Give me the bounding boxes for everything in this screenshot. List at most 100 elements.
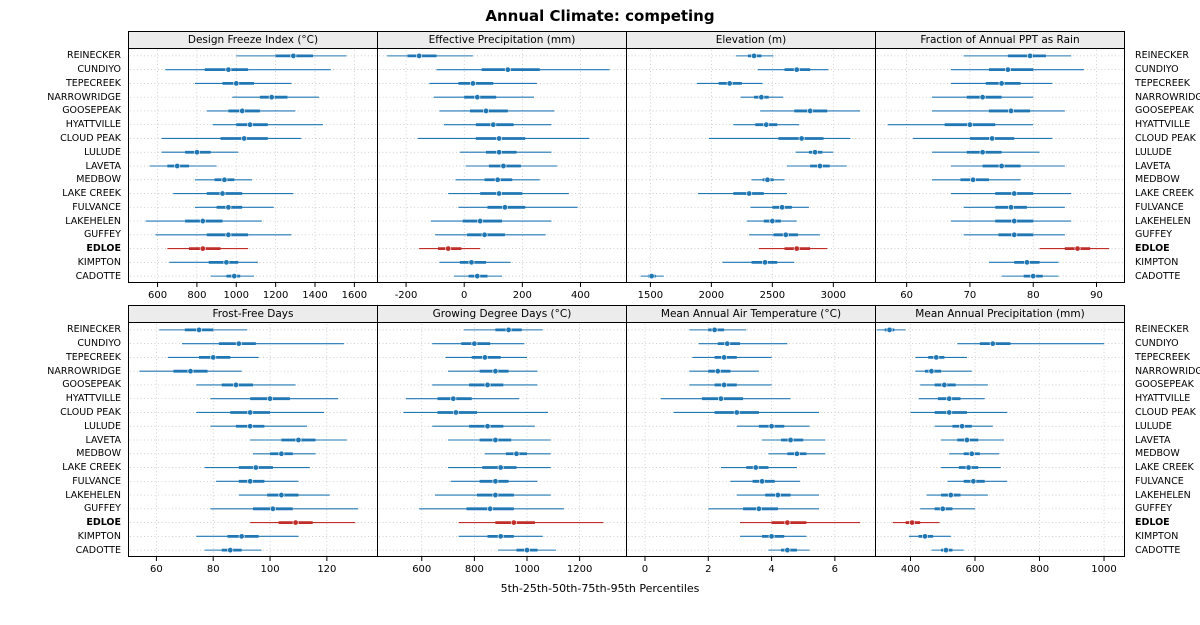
panel-frost-free-days: [128, 323, 378, 557]
site-labels-left: REINECKER CUNDIYO TEPECREEK NARROWRIDGE GOOS…: [0, 305, 128, 579]
x-axis-ticks: 60 70 80 90: [900, 283, 1103, 301]
percentile-row-cadotte: [210, 273, 254, 280]
percentile-row-medbow: [253, 450, 316, 457]
percentile-row-narrowridge: [689, 368, 759, 375]
site-label-cadotte: CADOTTE: [75, 544, 121, 556]
site-labels-left: REINECKER CUNDIYO TEPECREEK NARROWRIDGE GOOS…: [0, 31, 128, 305]
site-label-reinecker: REINECKER: [1135, 50, 1189, 62]
median-dot: [445, 245, 452, 252]
site-label-guffey: GUFFEY: [83, 503, 121, 515]
percentile-row-lake-creek: [941, 464, 1001, 471]
median-dot: [779, 204, 786, 211]
panel-mean-annual-precipitation-mm: [875, 323, 1125, 557]
median-dot: [471, 340, 478, 347]
x-axis-frost-free-days: 60 80 100 120: [128, 557, 378, 579]
site-label-cadotte: CADOTTE: [75, 270, 121, 282]
median-dot: [267, 395, 274, 402]
median-dot: [450, 395, 457, 402]
tick-label: 0: [642, 564, 648, 575]
median-dot: [769, 218, 776, 225]
site-label-reinecker: REINECKER: [1135, 324, 1189, 336]
median-dot: [235, 340, 242, 347]
median-dot: [784, 547, 791, 554]
percentile-row-laveta: [465, 163, 558, 170]
median-dot: [793, 245, 800, 252]
median-dot: [225, 231, 232, 238]
median-dot: [239, 107, 246, 114]
median-dot: [998, 163, 1005, 170]
median-dot: [219, 190, 226, 197]
percentile-row-cundiyo: [181, 340, 344, 347]
median-dot: [965, 464, 972, 471]
median-dot: [746, 190, 753, 197]
site-label-edloe: EDLOE: [86, 243, 121, 255]
x-axis-ticks: 600 800 1000 1200: [412, 557, 592, 575]
x-axis-ticks: 60 80 100 120: [150, 557, 336, 575]
site-label-tepecreek: TEPECREEK: [65, 77, 121, 89]
site-label-hyattville: HYATTVILLE: [1135, 119, 1191, 131]
site-label-cloud-peak: CLOUD PEAK: [1135, 406, 1196, 418]
median-dot: [752, 464, 759, 471]
site-label-fulvance: FULVANCE: [72, 475, 121, 487]
median-dot: [959, 423, 966, 430]
percentile-row-cloud-peak: [417, 135, 590, 142]
panel-title: Growing Degree Days (°C): [432, 308, 572, 320]
percentile-row-cloud-peak: [403, 409, 549, 416]
median-dot: [721, 354, 728, 361]
median-dot: [755, 505, 762, 512]
tick-label: 600: [965, 564, 984, 575]
site-label-goosepeak: GOOSEPEAK: [1135, 105, 1194, 117]
median-dot: [989, 135, 996, 142]
median-dot: [726, 80, 733, 87]
x-axis-effective-precipitation-mm: -200 0 200 400: [377, 283, 627, 305]
panel-effective-precipitation-mm: [377, 49, 627, 283]
median-dot: [232, 381, 239, 388]
median-dot: [492, 478, 499, 485]
tick-label: 1000: [514, 564, 539, 575]
percentile-row-tepecreek: [696, 80, 763, 87]
median-dot: [724, 340, 731, 347]
median-dot: [807, 107, 814, 114]
median-dot: [481, 354, 488, 361]
panel-strip-effective-precipitation-mm: Effective Precipitation (mm): [377, 31, 627, 49]
percentile-row-lake-creek: [697, 190, 787, 197]
median-dot: [481, 231, 488, 238]
percentile-row-edloe: [167, 245, 249, 252]
percentile-row-cadotte: [498, 547, 556, 554]
percentile-row-cloud-peak: [708, 135, 851, 142]
site-label-narrowridge: NARROWRIDGE: [1135, 91, 1200, 103]
median-dot: [504, 66, 511, 73]
percentile-row-medbow: [768, 450, 826, 457]
median-dot: [492, 368, 499, 375]
x-axis-elevation-m: 1500 2000 2500 3000: [626, 283, 876, 305]
median-dot: [711, 326, 718, 333]
median-dot: [763, 121, 770, 128]
median-dot: [497, 464, 504, 471]
percentile-row-cloud-peak: [910, 409, 1008, 416]
median-dot: [221, 176, 228, 183]
percentile-row-narrowridge: [232, 94, 319, 101]
percentile-row-fulvance: [216, 478, 299, 485]
median-dot: [751, 52, 758, 59]
site-label-hyattville: HYATTVILLE: [65, 393, 121, 405]
percentile-row-medbow: [455, 176, 540, 183]
site-label-edloe: EDLOE: [1135, 517, 1170, 529]
percentile-row-laveta: [941, 437, 1005, 444]
percentile-row-reinecker: [463, 326, 543, 333]
median-dot: [500, 163, 507, 170]
median-dot: [966, 121, 973, 128]
percentile-row-lakehelen: [434, 492, 551, 499]
median-dot: [762, 259, 769, 266]
percentile-row-goosepeak: [196, 381, 296, 388]
percentile-row-cundiyo: [957, 340, 1105, 347]
median-dot: [510, 519, 517, 526]
median-dot: [768, 533, 775, 540]
site-label-cloud-peak: CLOUD PEAK: [60, 132, 121, 144]
median-dot: [1008, 204, 1015, 211]
percentile-row-lakehelen: [950, 218, 1072, 225]
median-dot: [774, 492, 781, 499]
median-dot: [758, 94, 765, 101]
percentile-row-laveta: [762, 437, 826, 444]
site-label-tepecreek: TEPECREEK: [1135, 351, 1191, 363]
percentile-row-guffey: [419, 505, 564, 512]
